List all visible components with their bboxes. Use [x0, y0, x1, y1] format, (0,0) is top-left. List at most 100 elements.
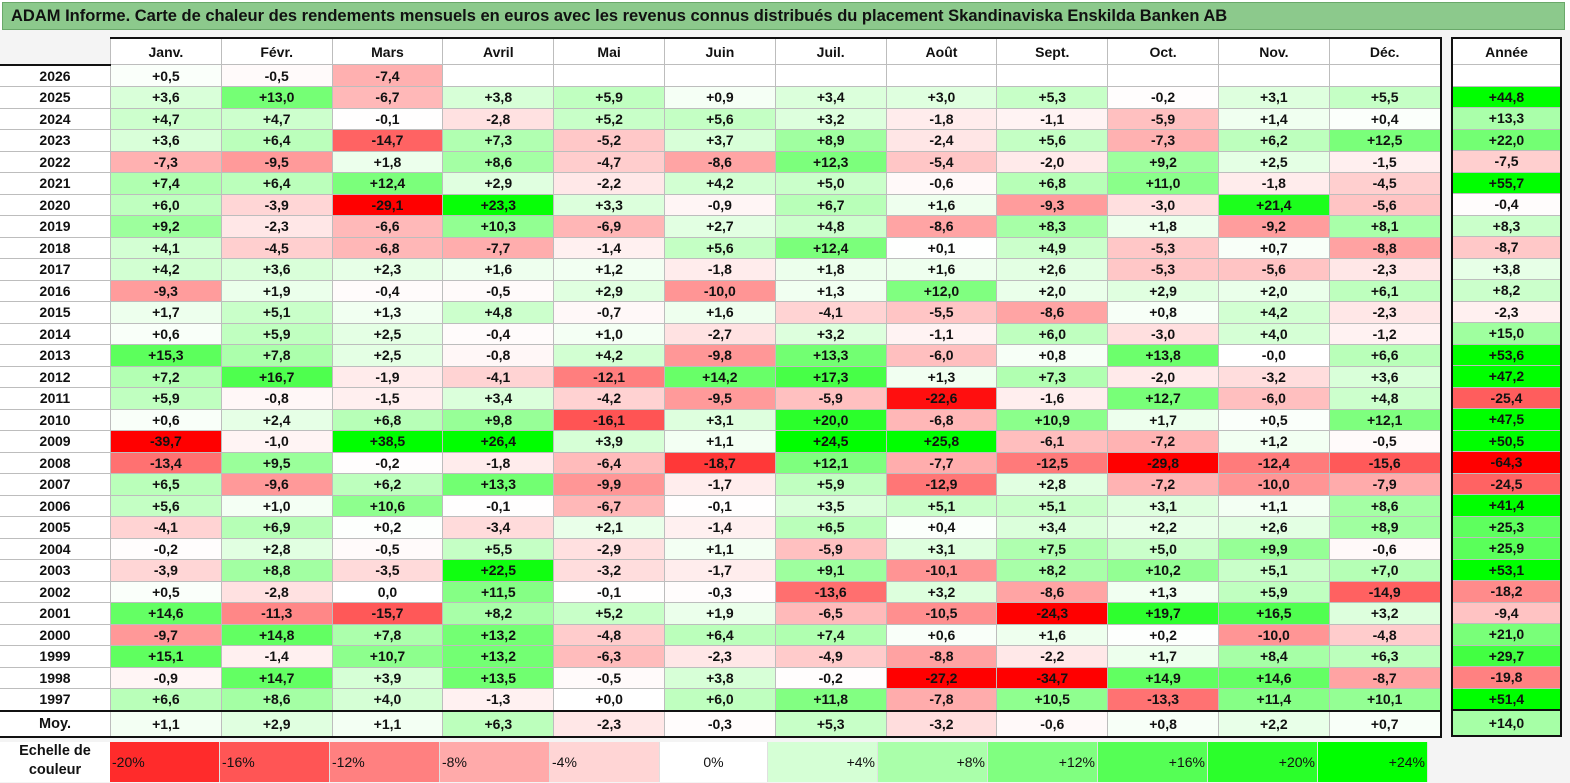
heatmap-cell: +9,2	[1107, 150, 1219, 173]
annual-row: +15,0	[1451, 322, 1562, 345]
heatmap-cell: +0,6	[110, 322, 222, 345]
heatmap-cell: -5,9	[774, 537, 887, 560]
heatmap-cell: +2,6	[1217, 516, 1330, 539]
heatmap-cell: +4,2	[1217, 301, 1330, 324]
month-header: Août	[885, 37, 998, 65]
annual-cell: +15,0	[1451, 322, 1562, 345]
heatmap-cell: -1,1	[996, 107, 1109, 130]
annual-row: +47,5	[1451, 408, 1562, 431]
heatmap-cell: +11,8	[774, 688, 887, 711]
heatmap-cell: +2,5	[1217, 150, 1330, 173]
heatmap-cell: -7,7	[442, 236, 555, 259]
annual-cell: -19,8	[1451, 666, 1562, 689]
annual-row: -8,7	[1451, 236, 1562, 259]
heatmap-cell: -6,6	[331, 215, 444, 238]
heatmap-cell: -9,7	[110, 623, 222, 646]
heatmap-cell: +0,7	[1328, 709, 1442, 738]
heatmap-cell: +9,9	[1217, 537, 1330, 560]
annual-cell: -8,7	[1451, 236, 1562, 259]
heatmap-cell: +7,3	[996, 365, 1109, 388]
year-row: 2011 +5,9 -0,8 -1,5 +3,4 -4,2 -9,5 -5,9 -22,6 -1,…	[0, 387, 1442, 410]
annual-row: +13,3	[1451, 107, 1562, 130]
heatmap-cell: -10,1	[885, 559, 998, 582]
heatmap-cell: -5,6	[1217, 258, 1330, 281]
heatmap-cell: +17,3	[774, 365, 887, 388]
annual-cell: +53,1	[1451, 558, 1562, 581]
heatmap-cell: +3,4	[442, 387, 555, 410]
heatmap-cell: +2,2	[1107, 516, 1219, 539]
heatmap-cell: -0,7	[553, 301, 665, 324]
heatmap-cell: +1,1	[1217, 494, 1330, 517]
year-label: 1997	[0, 688, 111, 711]
heatmap-cell: -9,9	[553, 473, 665, 496]
year-row: 2023 +3,6 +6,4 -14,7 +7,3 -5,2 +3,7 +8,9 -2,4 +5,…	[0, 129, 1442, 152]
heatmap-cell: +1,9	[663, 602, 776, 625]
heatmap-cell: -0,1	[331, 107, 444, 130]
heatmap-cell: +0,1	[885, 236, 998, 259]
heatmap-cell: -12,1	[553, 365, 665, 388]
heatmap-cell: +8,9	[774, 129, 887, 152]
heatmap-cell: -8,6	[885, 215, 998, 238]
heatmap-cell: +7,2	[110, 365, 222, 388]
heatmap-cell: +3,0	[885, 86, 998, 109]
heatmap-cell: +12,1	[1328, 408, 1442, 431]
heatmap-cell: +16,7	[220, 365, 333, 388]
year-label: 2001	[0, 602, 111, 625]
heatmap-cell: +3,2	[1328, 602, 1442, 625]
annual-row: +51,4	[1451, 687, 1562, 711]
heatmap-cell: +4,9	[996, 236, 1109, 259]
heatmap-cell: +8,8	[220, 559, 333, 582]
heatmap-cell: -7,3	[1107, 129, 1219, 152]
heatmap-cell: +9,2	[110, 215, 222, 238]
annual-row: +41,4	[1451, 494, 1562, 517]
heatmap-cell: -6,3	[553, 645, 665, 668]
annual-cell: +25,9	[1451, 537, 1562, 560]
heatmap-cell: +21,4	[1217, 193, 1330, 216]
annual-average-row: +14,0	[1451, 709, 1562, 737]
heatmap-cell: -7,4	[331, 64, 444, 87]
year-row: 2016 -9,3 +1,9 -0,4 -0,5 +2,9 -10,0 +1,3 +12,0 +2…	[0, 279, 1442, 302]
heatmap-cell: -10,0	[1217, 473, 1330, 496]
heatmap-cell: +2,9	[553, 279, 665, 302]
annual-cell: +47,2	[1451, 365, 1562, 388]
annual-cell: +41,4	[1451, 494, 1562, 517]
annual-row: -19,8	[1451, 666, 1562, 689]
heatmap-cell: +2,0	[1217, 279, 1330, 302]
heatmap-cell: -6,0	[885, 344, 998, 367]
heatmap-cell: +5,3	[996, 86, 1109, 109]
heatmap-cell: -6,8	[885, 408, 998, 431]
heatmap-cell: +0,8	[996, 344, 1109, 367]
heatmap-cell: +10,7	[331, 645, 444, 668]
heatmap-cell: +6,7	[774, 193, 887, 216]
heatmap-cell: -1,2	[1328, 322, 1442, 345]
annual-row: +50,5	[1451, 429, 1562, 452]
heatmap-cell: -0,8	[220, 387, 333, 410]
heatmap-cell: -5,4	[885, 150, 998, 173]
heatmap-cell: +14,2	[663, 365, 776, 388]
heatmap-cell: -22,6	[885, 387, 998, 410]
annual-row: -0,4	[1451, 193, 1562, 216]
heatmap-cell: +5,9	[1217, 580, 1330, 603]
year-row: 2024 +4,7 +4,7 -0,1 -2,8 +5,2 +5,6 +3,2 -1,8 -1,1…	[0, 107, 1442, 130]
annual-row: +3,8	[1451, 257, 1562, 280]
heatmap-cell: +7,4	[110, 172, 222, 195]
heatmap-cell: +1,3	[1107, 580, 1219, 603]
heatmap-cell: -0,3	[663, 580, 776, 603]
heatmap-cell: +2,9	[1107, 279, 1219, 302]
heatmap-cell: +8,2	[442, 602, 555, 625]
annual-cell: +55,7	[1451, 171, 1562, 194]
heatmap-cell: +2,8	[996, 473, 1109, 496]
heatmap-cell: -15,6	[1328, 451, 1442, 474]
heatmap-cell: +19,7	[1107, 602, 1219, 625]
heatmap-cell: -3,9	[220, 193, 333, 216]
heatmap-cell: +6,2	[331, 473, 444, 496]
heatmap-cell: -0,8	[442, 344, 555, 367]
heatmap-cell: -3,9	[110, 559, 222, 582]
heatmap-cell: +5,1	[996, 494, 1109, 517]
annual-cell: -24,5	[1451, 472, 1562, 495]
year-label: 2018	[0, 236, 111, 259]
heatmap-cell: -4,1	[110, 516, 222, 539]
heatmap-cell: -0,9	[663, 193, 776, 216]
heatmap-cell: -0,4	[442, 322, 555, 345]
heatmap-cell: -6,7	[331, 86, 444, 109]
